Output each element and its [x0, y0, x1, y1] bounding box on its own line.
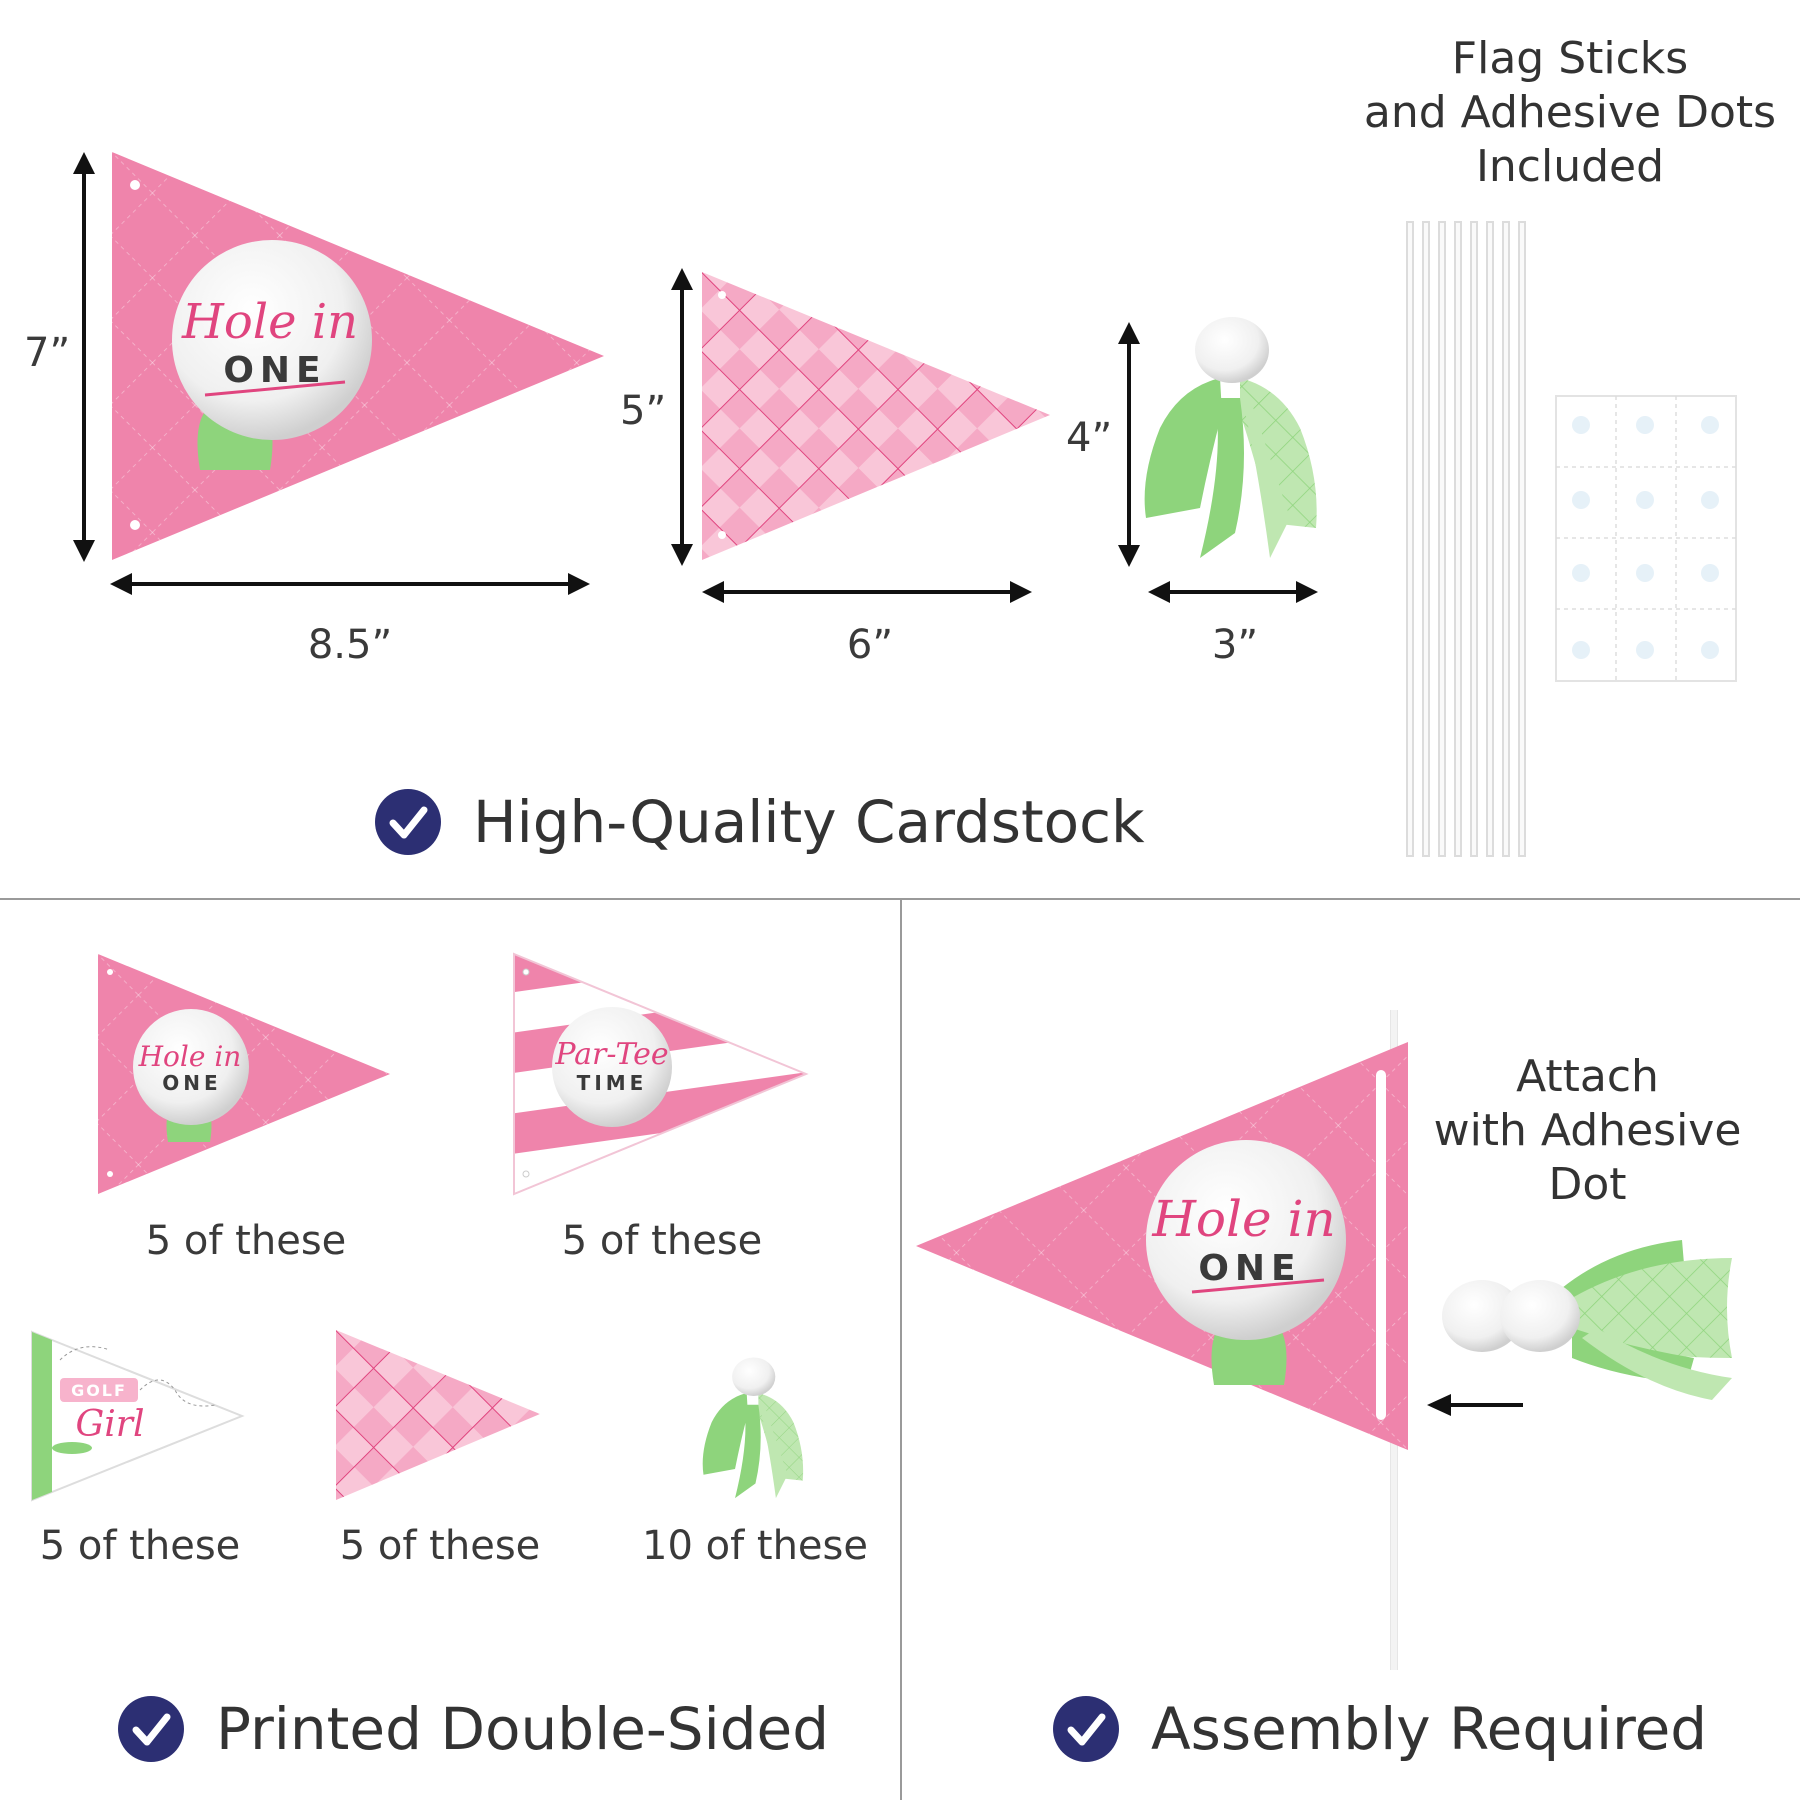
- header-line-3: Included: [1475, 141, 1665, 192]
- dim-tassel-width: 3”: [1211, 622, 1259, 668]
- count-par-tee: 5 of these: [561, 1218, 763, 1264]
- arrow-left-icon: [1427, 1394, 1523, 1416]
- flag-sticks: [1406, 221, 1526, 857]
- one-text: ONE: [223, 350, 326, 391]
- tassel-small-icon: [702, 1357, 804, 1499]
- hole-in-text: Hole in: [181, 294, 358, 350]
- time-text: TIME: [577, 1071, 648, 1095]
- check-circle-icon: [1053, 1696, 1119, 1762]
- dim-medium-width: 6”: [846, 622, 894, 668]
- pennant-hole-in-one: Hole in ONE: [98, 954, 390, 1194]
- one-text-small: ONE: [162, 1071, 221, 1095]
- feature-double-sided: Printed Double-Sided: [118, 1695, 829, 1763]
- instruction-line-1: Attach: [1516, 1051, 1659, 1102]
- pennant-assembly-hole-in-one: Hole in ONE: [916, 1042, 1408, 1450]
- height-arrow-tassel: [1118, 322, 1140, 567]
- height-arrow-medium: [671, 268, 693, 566]
- dim-large-width: 8.5”: [307, 622, 393, 668]
- dim-tassel-height: 4”: [1066, 415, 1113, 461]
- assembly-instruction: Attach with Adhesive Dot: [1415, 1050, 1760, 1212]
- dim-medium-height: 5”: [620, 388, 667, 434]
- feature-cardstock: High-Quality Cardstock: [375, 788, 1145, 856]
- feature-assembly: Assembly Required: [1053, 1695, 1707, 1763]
- feature-assembly-label: Assembly Required: [1151, 1695, 1708, 1763]
- hole-in-text-small: Hole in: [138, 1040, 242, 1073]
- pennant-argyle-small: [336, 1330, 540, 1500]
- feature-double-sided-label: Printed Double-Sided: [216, 1695, 830, 1763]
- pennant-par-tee-time: Par-Tee TIME: [513, 952, 809, 1196]
- pennant-large-hole-in-one: Hole in ONE: [112, 152, 604, 560]
- pennant-medium-argyle: [702, 272, 1050, 560]
- header-line-1: Flag Sticks: [1451, 33, 1689, 84]
- feature-cardstock-label: High-Quality Cardstock: [473, 788, 1145, 856]
- dim-large-height: 7”: [24, 330, 71, 376]
- adhesive-dot-sheet: [1555, 395, 1737, 682]
- width-arrow-medium: [702, 581, 1032, 603]
- girl-text: Girl: [76, 1404, 145, 1445]
- instruction-line-2: with Adhesive: [1433, 1105, 1742, 1156]
- count-tassel: 10 of these: [642, 1523, 868, 1569]
- vertical-divider: [900, 898, 902, 1800]
- golf-text: GOLF: [71, 1381, 127, 1400]
- width-arrow-large: [110, 573, 590, 595]
- check-circle-icon: [375, 789, 441, 855]
- width-arrow-tassel: [1148, 581, 1318, 603]
- header-line-2: and Adhesive Dots: [1363, 87, 1777, 138]
- flag-sticks-header: Flag Sticks and Adhesive Dots Included: [1340, 32, 1800, 194]
- tassel-icon: [1144, 317, 1317, 558]
- pennant-golf-girl: GOLF Girl: [31, 1330, 245, 1502]
- check-circle-icon: [118, 1696, 184, 1762]
- hole-in-text-assembly: Hole in: [1151, 1190, 1335, 1248]
- tassel-sideways-icon: [1442, 1240, 1732, 1400]
- height-arrow-large: [73, 152, 95, 562]
- count-hole-in-one: 5 of these: [145, 1218, 347, 1264]
- one-text-assembly: ONE: [1198, 1248, 1301, 1289]
- instruction-line-3: Dot: [1548, 1159, 1627, 1210]
- par-tee-text: Par-Tee: [554, 1037, 668, 1072]
- count-argyle: 5 of these: [339, 1523, 541, 1569]
- count-golf-girl: 5 of these: [39, 1523, 241, 1569]
